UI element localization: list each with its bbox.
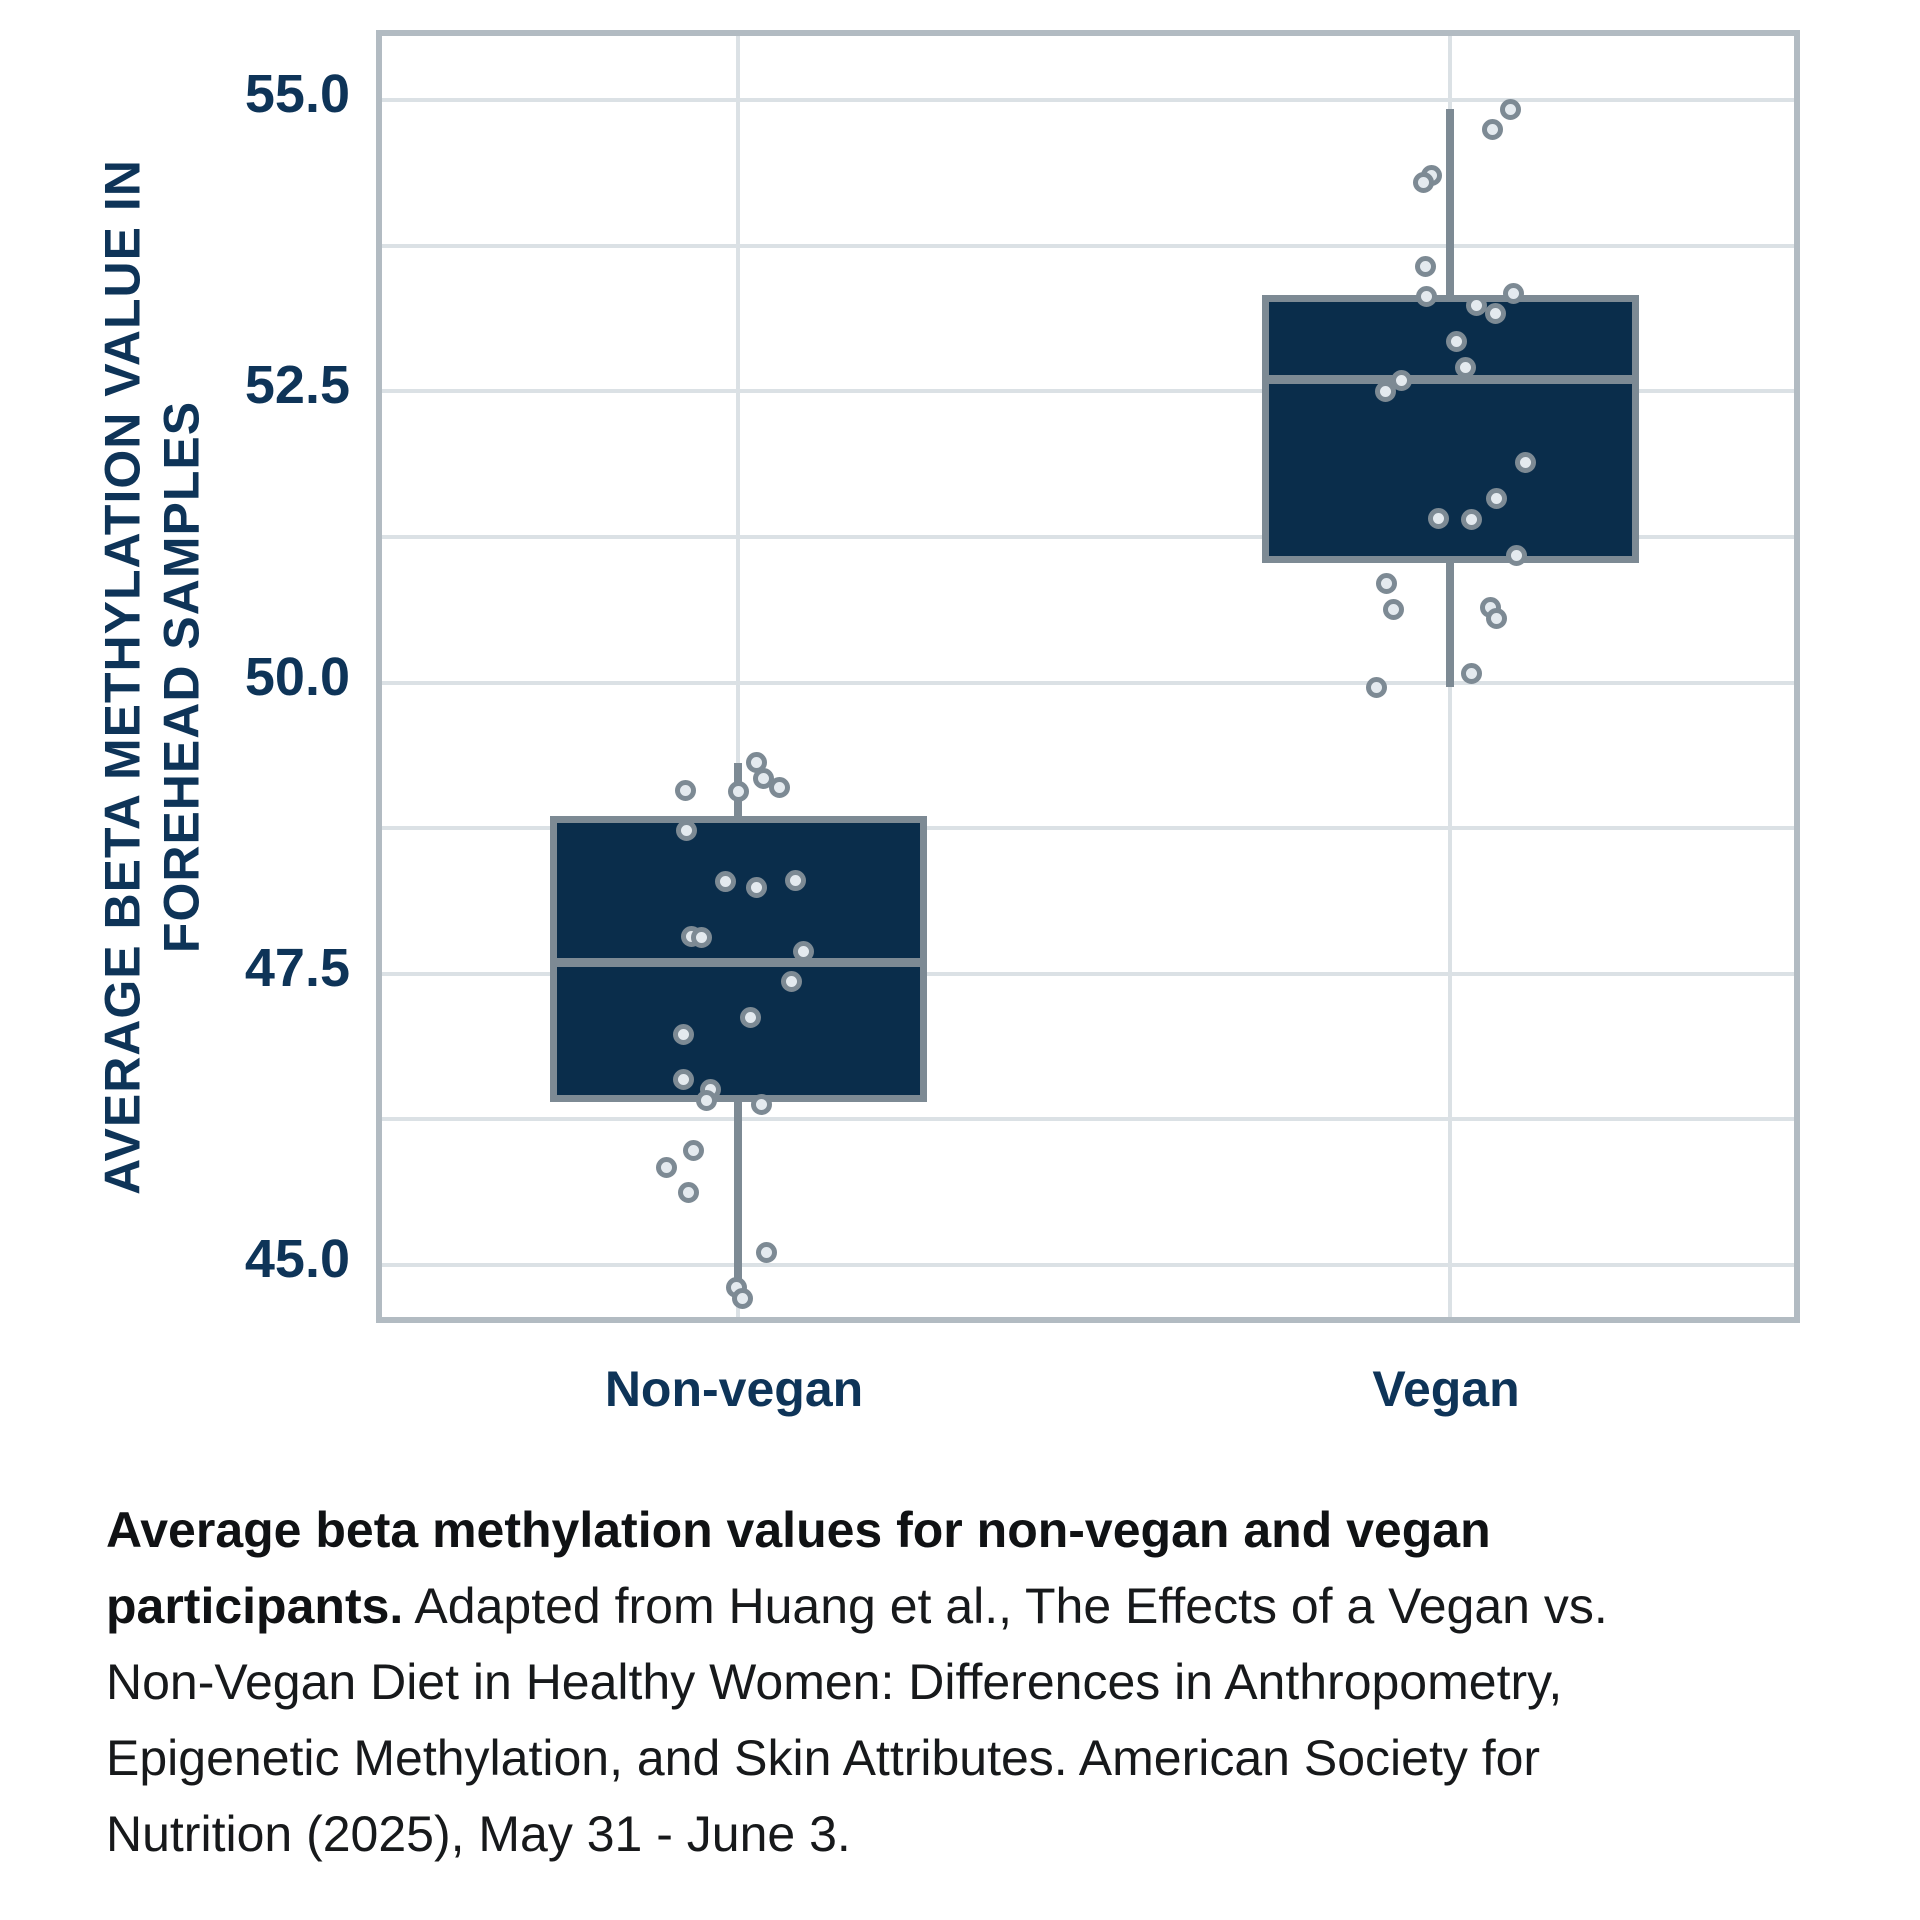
gridline-y-53.75 xyxy=(382,244,1794,248)
data-point xyxy=(676,820,697,841)
median-line-Non-vegan xyxy=(550,958,927,967)
data-point xyxy=(1446,331,1467,352)
data-point xyxy=(1413,172,1434,193)
plot-area xyxy=(376,30,1800,1323)
data-point xyxy=(1366,677,1387,698)
y-tick-label-45.0: 45.0 xyxy=(40,1232,350,1286)
data-point xyxy=(691,927,712,948)
data-point xyxy=(683,1140,704,1161)
data-point xyxy=(1461,509,1482,530)
data-point xyxy=(1415,256,1436,277)
data-point xyxy=(673,1024,694,1045)
data-point xyxy=(785,870,806,891)
data-point xyxy=(1506,545,1527,566)
data-point xyxy=(1461,663,1482,684)
data-point xyxy=(1482,119,1503,140)
gridline-y-46.25 xyxy=(382,1117,1794,1121)
data-point xyxy=(696,1090,717,1111)
data-point xyxy=(1515,452,1536,473)
y-tick-label-47.5: 47.5 xyxy=(40,941,350,995)
data-point xyxy=(1455,357,1476,378)
data-point xyxy=(769,777,790,798)
x-category-label-Non-vegan: Non-vegan xyxy=(605,1360,863,1418)
gridline-y-50 xyxy=(382,681,1794,685)
gridline-y-55 xyxy=(382,98,1794,102)
x-category-label-Vegan: Vegan xyxy=(1372,1360,1519,1418)
figure-page: { "y_axis": { "title_line1": "AVERAGE BE… xyxy=(0,0,1920,1920)
data-point xyxy=(1466,295,1487,316)
data-point xyxy=(715,871,736,892)
data-point xyxy=(751,1094,772,1115)
median-line-Vegan xyxy=(1262,375,1639,384)
data-point xyxy=(1486,608,1507,629)
data-point xyxy=(1428,508,1449,529)
data-point xyxy=(656,1157,677,1178)
data-point xyxy=(1486,488,1507,509)
data-point xyxy=(678,1182,699,1203)
data-point xyxy=(1376,573,1397,594)
y-tick-label-52.5: 52.5 xyxy=(40,358,350,412)
data-point xyxy=(740,1007,761,1028)
figure-caption: Average beta methylation values for non-… xyxy=(106,1492,1676,1872)
data-point xyxy=(781,971,802,992)
data-point xyxy=(728,781,749,802)
data-point xyxy=(1485,303,1506,324)
data-point xyxy=(793,941,814,962)
y-tick-label-50.0: 50.0 xyxy=(40,650,350,704)
gridline-y-45 xyxy=(382,1263,1794,1267)
y-tick-label-55.0: 55.0 xyxy=(40,67,350,121)
data-point xyxy=(1383,599,1404,620)
data-point xyxy=(1416,286,1437,307)
data-point xyxy=(746,877,767,898)
data-point xyxy=(673,1069,694,1090)
data-point xyxy=(675,780,696,801)
plot-area-inner xyxy=(382,36,1794,1317)
data-point xyxy=(1500,99,1521,120)
data-point xyxy=(732,1288,753,1309)
data-point xyxy=(756,1242,777,1263)
data-point xyxy=(1503,283,1524,304)
data-point xyxy=(1375,381,1396,402)
